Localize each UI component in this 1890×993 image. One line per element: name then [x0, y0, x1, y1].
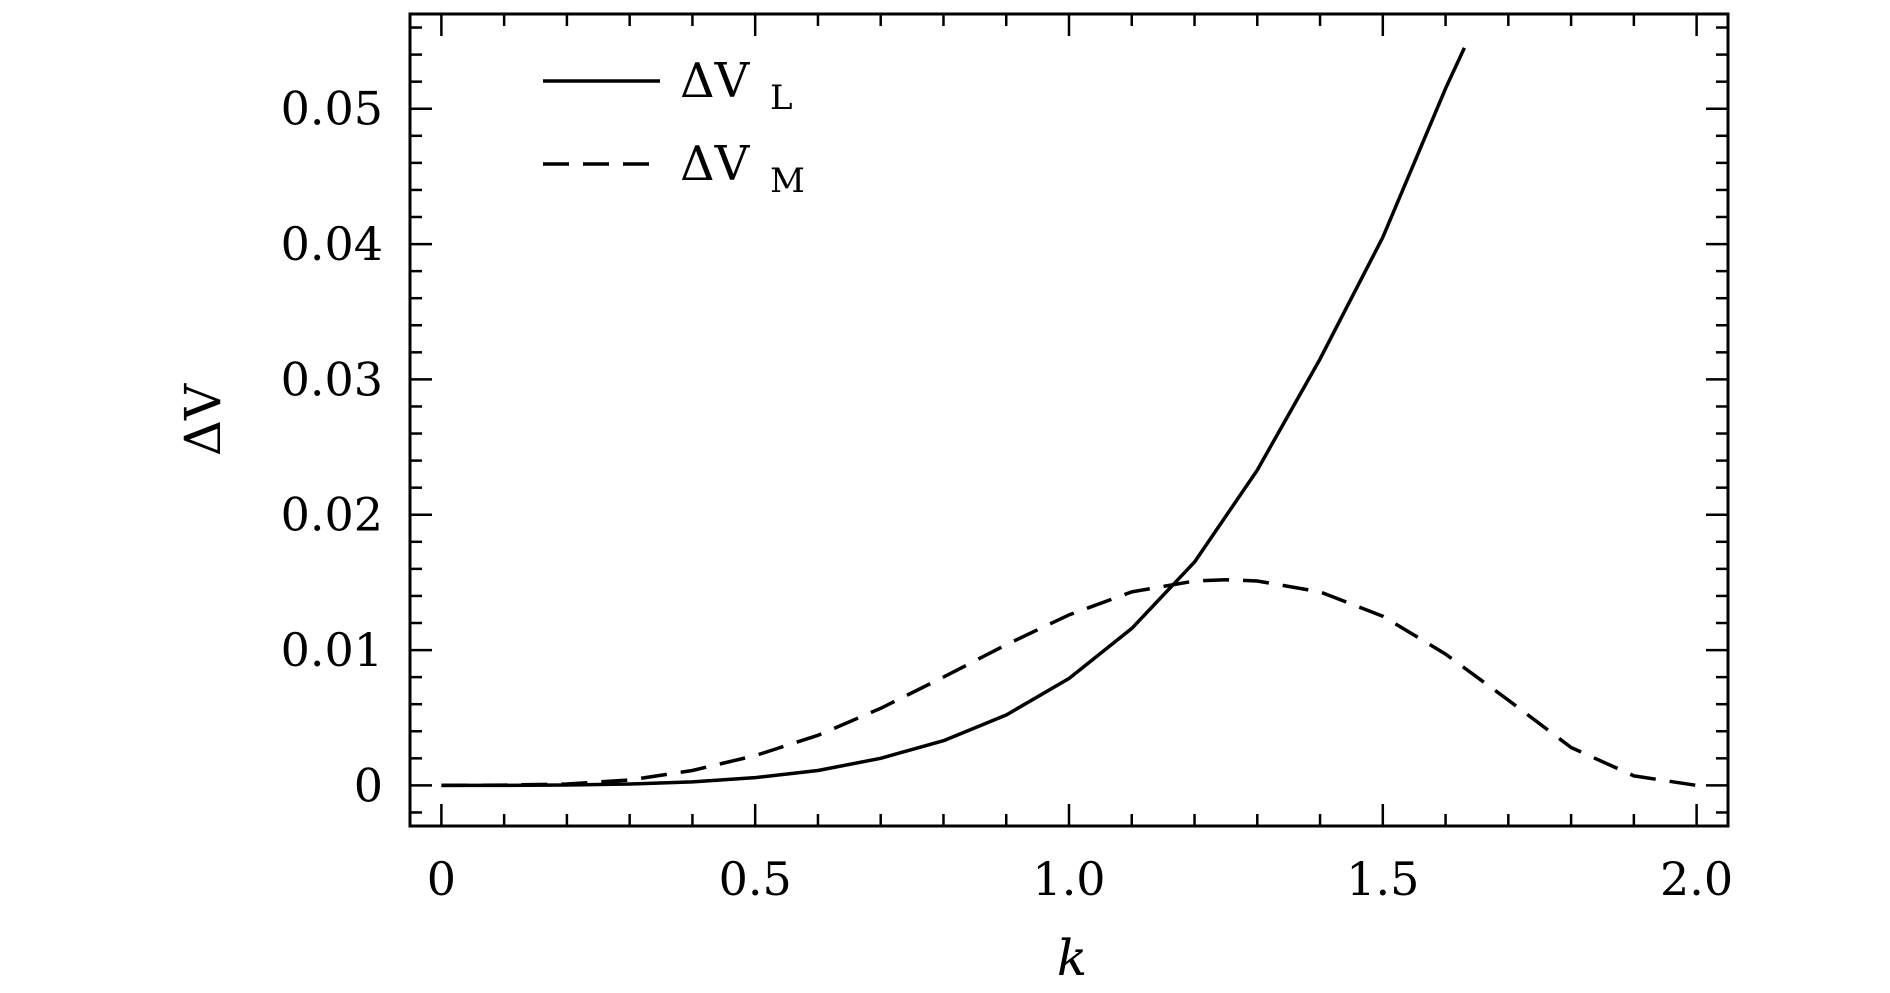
- legend-label-main: ΔV: [680, 136, 751, 192]
- y-tick-label: 0: [354, 758, 383, 812]
- y-tick-label: 0.01: [281, 623, 383, 677]
- x-axis-title: k: [1057, 929, 1087, 987]
- x-tick-label: 1.0: [1032, 852, 1105, 906]
- legend-label-main: ΔV: [680, 53, 751, 109]
- x-tick-label: 0.5: [719, 852, 792, 906]
- y-tick-label: 0.04: [281, 217, 383, 271]
- y-tick-label: 0.05: [281, 82, 383, 136]
- series-line-m: [441, 577, 1697, 788]
- series-line-l: [441, 47, 1466, 788]
- plot-layer: [441, 47, 1697, 788]
- legend: ΔV L ΔV M: [543, 53, 805, 201]
- y-tick-label: 0.02: [281, 488, 383, 542]
- axes-layer: [408, 12, 1730, 828]
- x-tick-label: 0: [427, 852, 456, 906]
- x-tick-label: 1.5: [1346, 852, 1419, 906]
- y-axis-title: ΔV: [174, 383, 232, 456]
- legend-label-sub: L: [770, 78, 793, 118]
- legend-label-sub: M: [770, 161, 805, 201]
- labels-layer: 0 0.5 1.0 1.5 2.0 0 0.01 0.02 0.03 0.04 0.05 k ΔV: [174, 82, 1733, 987]
- x-tick-label: 2.0: [1660, 852, 1733, 906]
- plot-frame: [408, 12, 1730, 828]
- y-tick-label: 0.03: [281, 352, 383, 406]
